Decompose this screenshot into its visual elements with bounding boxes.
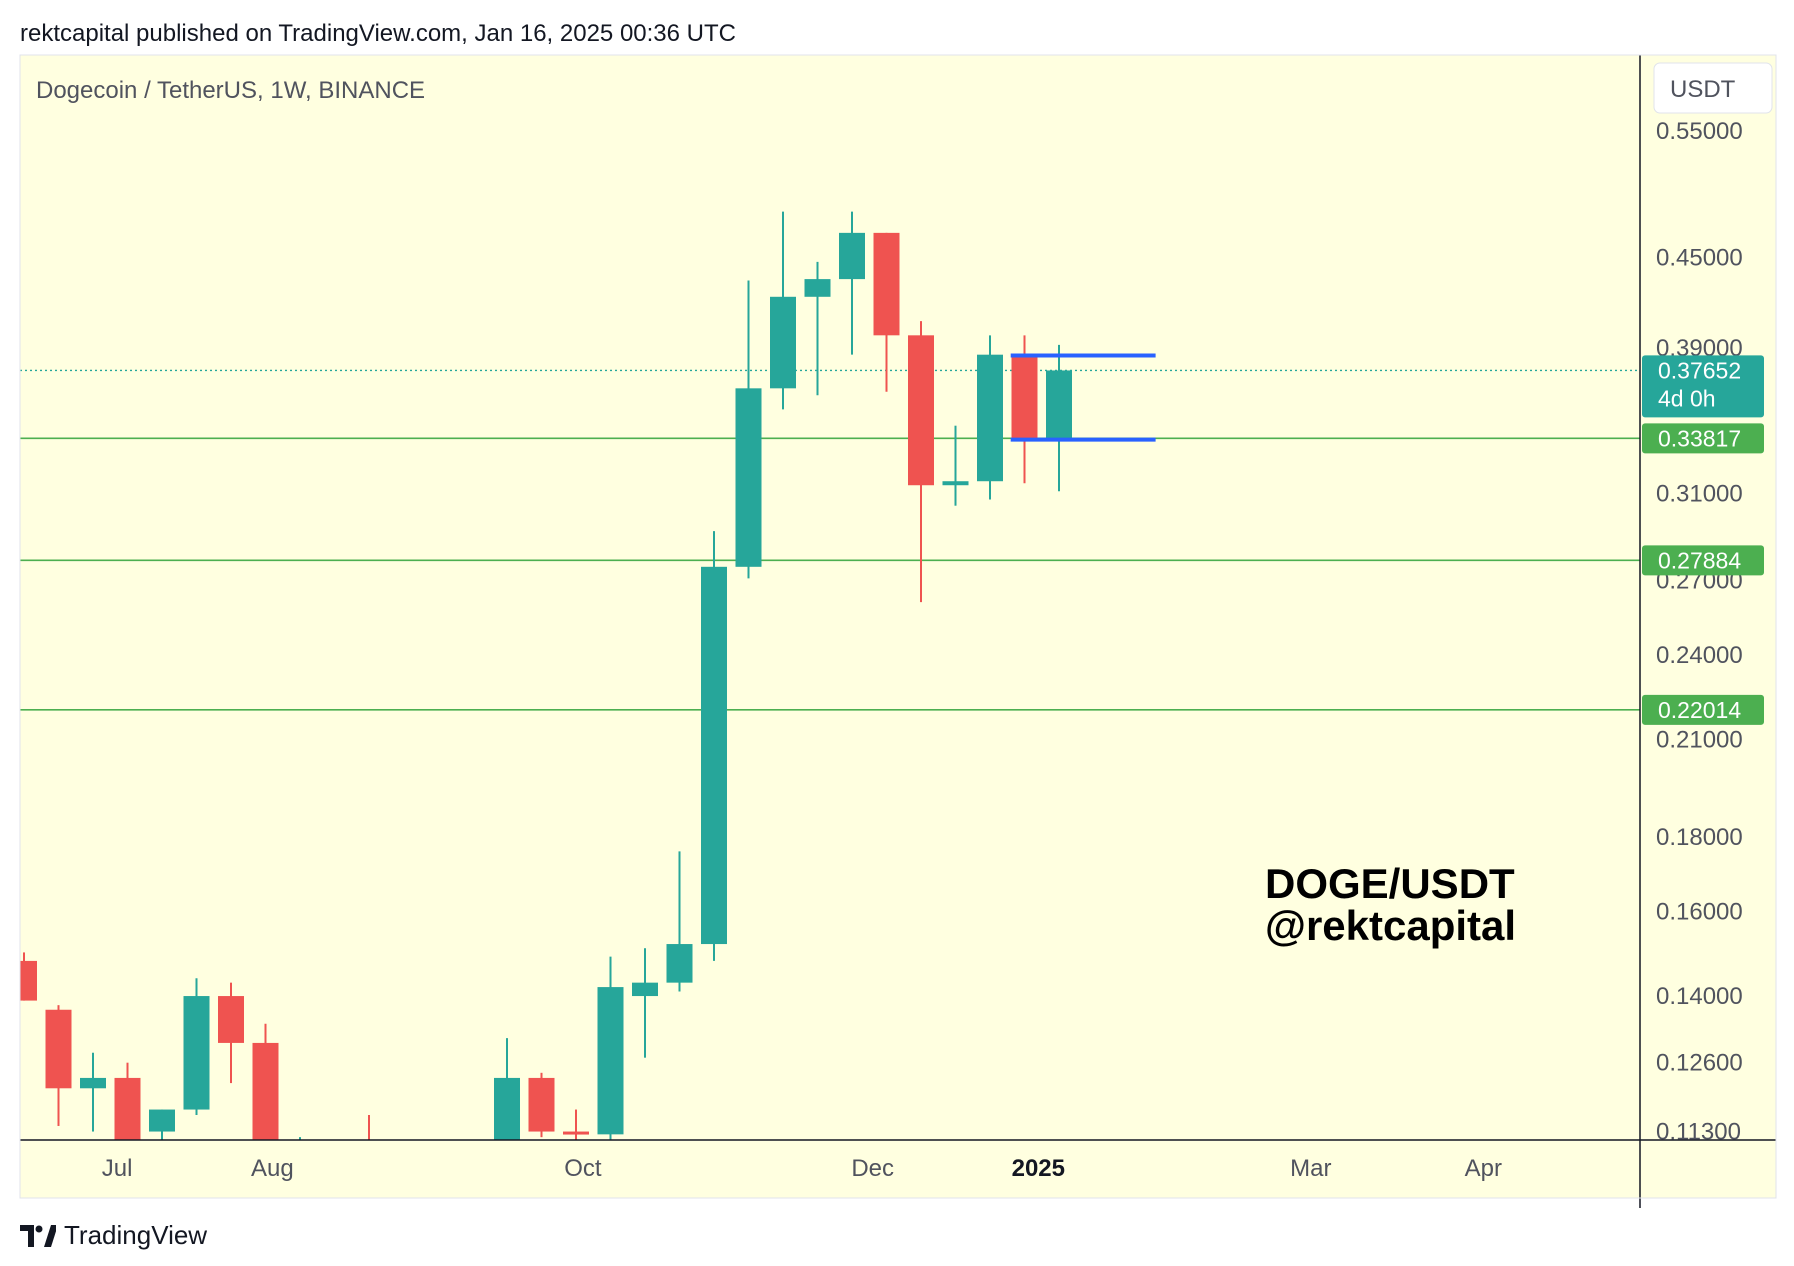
candle-body	[804, 279, 831, 297]
candle-body	[839, 232, 865, 280]
candle-body	[183, 996, 210, 1110]
level-price-tag-text: 0.27884	[1658, 547, 1741, 573]
currency-label[interactable]: USDT	[1670, 76, 1736, 103]
candle-body	[20, 960, 37, 1001]
level-price-tag-box	[1642, 545, 1764, 576]
candle-body	[252, 1042, 279, 1140]
watermark-annotation: DOGE/USDT@rektcapital	[1265, 860, 1516, 949]
y-tick-label: 0.16000	[1656, 899, 1743, 926]
currency-button[interactable]: USDT	[1653, 62, 1773, 114]
candle-body	[391, 1209, 417, 1228]
tradingview-logo-text: TradingView	[64, 1220, 208, 1250]
candle-body	[45, 1009, 72, 1089]
chart-border	[19, 54, 1777, 1199]
y-tick-label: 0.45000	[1656, 245, 1743, 272]
x-tick-label: Dec	[851, 1155, 894, 1182]
y-tick-label: 0.55000	[1656, 118, 1743, 145]
x-tick-label: Oct	[564, 1155, 602, 1182]
candle-body	[114, 1077, 141, 1140]
y-tick-label: 0.31000	[1656, 480, 1743, 507]
candle-body	[666, 944, 693, 983]
candle-body	[770, 296, 796, 389]
current-price-tag-box	[1642, 355, 1764, 418]
level-price-tag-box	[1642, 694, 1764, 725]
candle-body	[977, 354, 1003, 482]
x-tick-label: Mar	[1290, 1155, 1331, 1182]
candle-body	[218, 996, 244, 1043]
y-tick-label: 0.24000	[1656, 642, 1743, 669]
candle-body	[1011, 354, 1038, 439]
x-tick-label: Aug	[251, 1155, 294, 1182]
candle-body	[873, 232, 900, 336]
level-price-tag-text: 0.33817	[1658, 425, 1741, 451]
y-tick-label: 0.12600	[1656, 1050, 1743, 1077]
candle-body	[701, 566, 727, 945]
symbol-label: Dogecoin / TetherUS, 1W, BINANCE	[36, 77, 425, 104]
x-tick-label: Apr	[1465, 1155, 1502, 1182]
candle-body	[80, 1077, 106, 1089]
axes	[19, 54, 1777, 1208]
y-tick-label: 0.18000	[1656, 824, 1743, 851]
x-tick-label: 2025	[1012, 1155, 1065, 1182]
range-lines	[1010, 353, 1156, 442]
x-tick-label: Jul	[102, 1155, 133, 1182]
y-axis-ticks: 0.550000.450000.390000.310000.270000.240…	[1656, 118, 1743, 1146]
currency-button-box[interactable]	[1653, 62, 1773, 114]
candle-body	[563, 1131, 589, 1135]
tradingview-logo[interactable]: TradingView	[20, 1220, 207, 1251]
candle-body	[1046, 370, 1072, 439]
level-price-tag-text: 0.22014	[1658, 697, 1741, 723]
x-axis-ticks: Jul Aug Oct Dec 2025 Mar Apr	[102, 1155, 1502, 1182]
current-price-tag-text: 4d 0h	[1658, 385, 1716, 411]
candle-body	[735, 388, 762, 567]
level-price-tag-box	[1642, 423, 1764, 454]
candle-body	[528, 1077, 555, 1132]
plot-background	[20, 55, 1640, 1198]
price-axis-background	[1640, 55, 1776, 1198]
y-tick-label: 0.14000	[1656, 983, 1743, 1010]
candlestick-series	[20, 211, 1072, 1241]
candle-body	[494, 1077, 520, 1140]
horizontal-levels	[20, 369, 1640, 711]
y-tick-label: 0.21000	[1656, 727, 1743, 754]
publish-header: rektcapital published on TradingView.com…	[20, 20, 736, 47]
tradingview-logo-icon	[20, 1224, 56, 1247]
candle-body	[149, 1109, 175, 1132]
y-tick-label: 0.11300	[1656, 1119, 1741, 1146]
candle-body	[632, 982, 658, 997]
candle-body	[942, 481, 969, 486]
candle-body	[287, 1209, 313, 1241]
candle-body	[597, 987, 624, 1135]
annotation-text: DOGE/USDT	[1265, 860, 1515, 907]
candle-body	[908, 335, 934, 486]
annotation-text: @rektcapital	[1265, 902, 1516, 949]
current-price-tag-text: 0.37652	[1658, 357, 1741, 383]
